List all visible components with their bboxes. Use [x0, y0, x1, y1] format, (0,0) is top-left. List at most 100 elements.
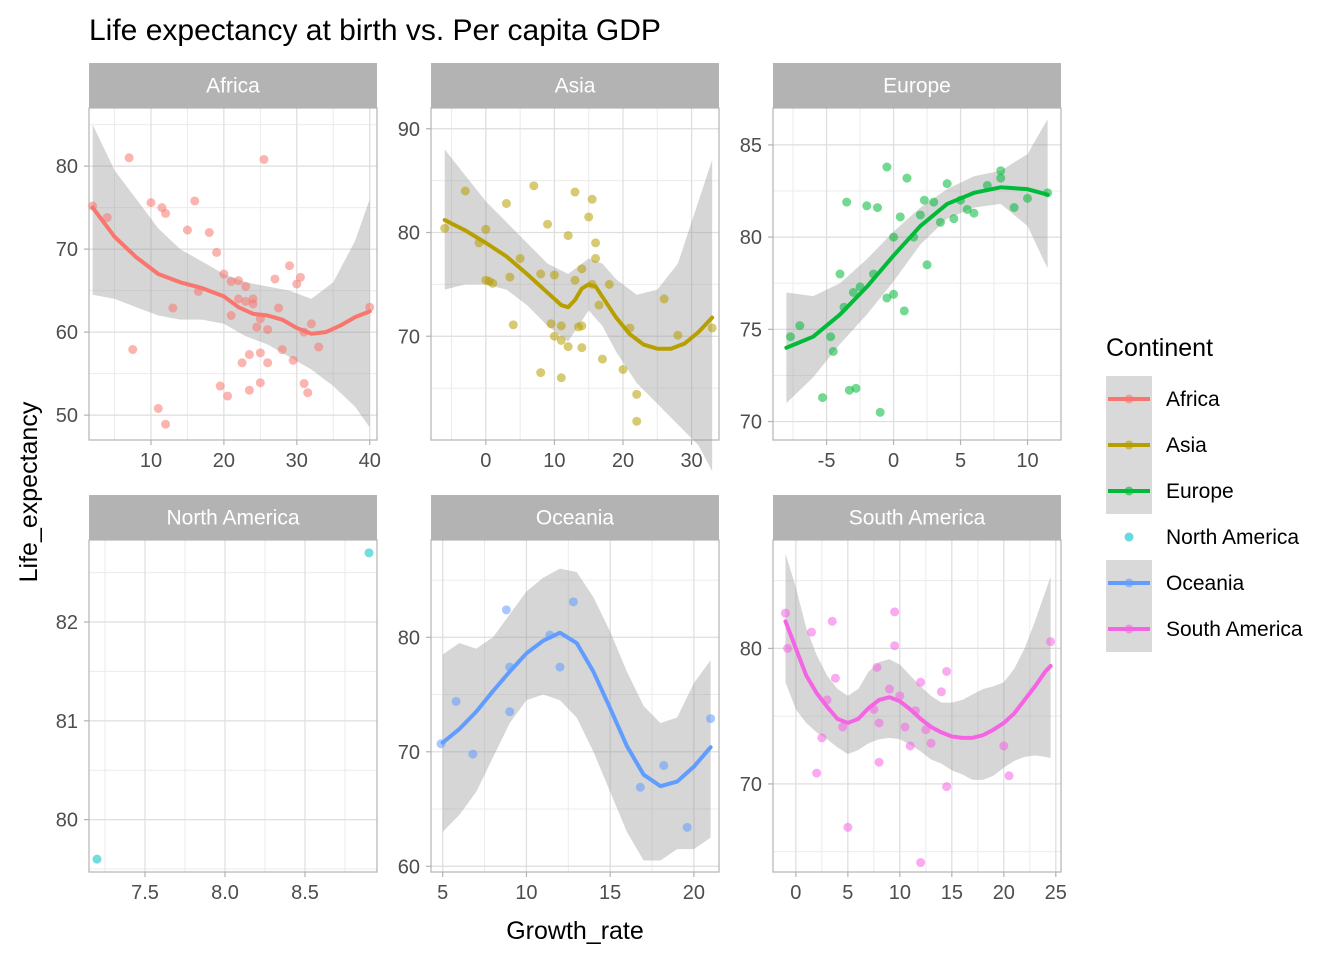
data-point-asia [549, 270, 559, 280]
y-tick-label: 82 [56, 612, 78, 634]
x-tick-label: 10 [889, 882, 911, 904]
panel-background [431, 108, 719, 440]
data-point-south-america [890, 641, 900, 651]
data-point-south-america [1046, 637, 1056, 647]
data-point-oceania [635, 782, 645, 792]
data-point-africa [215, 381, 225, 391]
data-point-africa [153, 403, 163, 413]
data-point-europe [851, 383, 861, 393]
x-tick-label: 20 [993, 882, 1015, 904]
x-tick-label: 8.5 [291, 882, 319, 904]
data-point-africa [263, 325, 273, 335]
panel-background [773, 540, 1061, 872]
data-point-oceania [468, 749, 478, 759]
panel-africa: Africa 10 20 30 40 50 60 70 80 [56, 63, 381, 472]
data-point-south-america [926, 738, 936, 748]
data-point-asia [570, 275, 580, 285]
x-tick-label: 5 [842, 882, 853, 904]
data-point-africa [270, 274, 280, 284]
data-point-asia [597, 354, 607, 364]
data-point-asia [594, 300, 604, 310]
data-point-asia [440, 223, 450, 233]
data-point-europe [785, 332, 795, 342]
y-tick-label: 85 [740, 135, 762, 157]
data-point-europe [929, 197, 939, 207]
data-point-asia [570, 187, 580, 197]
strip-asia [431, 63, 719, 108]
data-point-europe [826, 332, 836, 342]
data-point-asia [618, 364, 628, 374]
smooth-line-africa [90, 205, 372, 336]
strip-label-south-america: South America [849, 507, 986, 530]
data-point-africa [288, 355, 298, 365]
y-tick-label: 50 [56, 405, 78, 427]
panel-border [430, 107, 720, 441]
data-point-asia [481, 224, 491, 234]
legend-item-south-america: South America [1106, 606, 1303, 652]
data-point-africa [241, 281, 251, 291]
x-tick-label: 30 [286, 450, 308, 472]
x-tick-label: 10 [140, 450, 162, 472]
data-point-europe [848, 287, 858, 297]
strip-north-america [89, 495, 377, 540]
data-point-africa [277, 345, 287, 355]
data-point-asia [632, 389, 642, 399]
data-point-europe [828, 346, 838, 356]
data-point-europe [842, 197, 852, 207]
x-axis-title: Growth_rate [506, 917, 644, 945]
data-point-asia [536, 368, 546, 378]
legend-label-south-america: South America [1166, 618, 1303, 641]
data-point-europe [935, 217, 945, 227]
legend-item-north-america: North America [1124, 526, 1299, 549]
data-point-asia [488, 278, 498, 288]
data-point-oceania [682, 822, 692, 832]
legend-title: Continent [1106, 334, 1213, 362]
y-tick-label: 70 [56, 239, 78, 261]
x-tick-label: 30 [680, 450, 702, 472]
data-point-asia [673, 330, 683, 340]
data-point-europe [902, 173, 912, 183]
smooth-line-oceania [440, 630, 713, 789]
data-point-africa [292, 279, 302, 289]
x-tick-label: 20 [683, 882, 705, 904]
data-point-oceania [706, 714, 716, 724]
data-point-europe [922, 260, 932, 270]
data-point-africa [255, 378, 265, 388]
data-point-africa [102, 213, 112, 223]
x-tick-label: 0 [888, 450, 899, 472]
data-point-south-america [843, 822, 853, 832]
x-tick-label: 40 [359, 450, 381, 472]
data-point-south-america [936, 687, 946, 697]
confidence-band-asia [444, 149, 713, 472]
x-tick-label: 5 [437, 882, 448, 904]
y-tick-label: 60 [56, 322, 78, 344]
data-point-south-america [827, 616, 837, 626]
legend-item-oceania: Oceania [1106, 560, 1245, 606]
data-point-asia [536, 269, 546, 279]
data-point-africa [241, 296, 251, 306]
panel-background [89, 108, 377, 440]
data-point-north-america [364, 548, 374, 558]
y-axis-title: Life_expectancy [15, 401, 43, 582]
legend-key-point [1124, 440, 1134, 450]
data-point-europe [895, 212, 905, 222]
data-point-asia [591, 238, 601, 248]
data-point-asia [591, 253, 601, 263]
y-tick-label: 80 [740, 638, 762, 660]
data-point-europe [919, 195, 929, 205]
data-point-south-america [921, 725, 931, 735]
data-point-south-america [838, 722, 848, 732]
x-tick-label: 20 [612, 450, 634, 472]
panel-oceania: Oceania 5 10 15 20 60 70 80 [398, 495, 720, 904]
y-tick-label: 70 [398, 742, 420, 764]
data-point-oceania [659, 761, 669, 771]
panel-border [772, 539, 1062, 873]
strip-label-oceania: Oceania [536, 507, 615, 530]
legend-item-europe: Europe [1106, 468, 1234, 514]
data-point-africa [365, 302, 375, 312]
panel-border [88, 539, 378, 873]
legend-key-point [1124, 486, 1134, 496]
panel-border [772, 107, 1062, 441]
y-tick-label: 80 [56, 810, 78, 832]
x-tick-label: 0 [790, 882, 801, 904]
